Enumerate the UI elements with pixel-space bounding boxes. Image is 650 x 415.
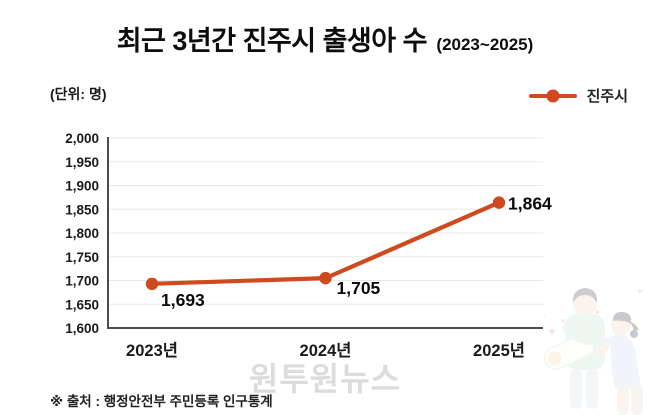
sparkle-icon [543,315,547,319]
x-tick-label: 2023년 [126,341,178,360]
y-tick-label: 1,750 [65,250,99,265]
y-tick-label: 1,650 [65,297,99,312]
y-tick-label: 1,800 [65,226,99,241]
mother-figure [594,311,643,415]
unit-label: (단위: 명) [50,86,107,102]
y-tick-label: 1,950 [65,155,99,170]
y-axis-tick-labels: 1,600 1,650 1,700 1,750 1,800 1,850 1,900 1,950… [65,131,99,336]
legend-series-label: 진주시 [586,88,628,105]
x-tick-label: 2024년 [300,341,352,360]
father-figure [543,288,606,409]
data-value-label: 1,864 [508,194,552,214]
y-tick-label: 2,000 [65,131,99,146]
chart-title-period: (2023~2025) [436,35,534,54]
y-tick-label: 1,700 [65,274,99,289]
x-tick-label: 2025년 [473,341,525,360]
series-jinju [145,196,506,291]
family-with-baby-illustration: ♥ ♥ ♥ [543,288,643,415]
y-tick-label: 1,850 [65,202,99,217]
y-tick-label: 1,600 [65,321,99,336]
source-note: ※ 출처 : 행정안전부 주민등록 인구통계 [50,394,273,409]
data-point [319,271,332,285]
heart-icon: ♥ [595,308,600,317]
baby-bundle [543,334,595,370]
x-axis-tick-labels: 2023년 2024년 2025년 [126,341,525,360]
legend-line-marker-icon [528,89,577,102]
data-point [492,196,506,209]
heart-icon: ♥ [549,327,555,338]
gridlines [109,137,543,305]
y-tick-label: 1,900 [65,179,99,194]
page-title: 최근 3년간 진주시 출생아 수 (2023~2025) [0,19,650,58]
data-value-labels: 1,693 1,705 1,864 [161,194,552,310]
heart-icon: ♥ [561,318,565,325]
legend-dot-icon [546,89,560,102]
legend: 진주시 [528,85,628,106]
data-point [145,277,159,291]
axes [107,137,543,329]
series-line [149,200,502,286]
data-value-label: 1,705 [337,278,381,298]
chart-title-text: 최근 3년간 진주시 출생아 수 [116,26,428,56]
data-value-label: 1,693 [161,290,205,310]
sparkle-icon [638,289,642,293]
